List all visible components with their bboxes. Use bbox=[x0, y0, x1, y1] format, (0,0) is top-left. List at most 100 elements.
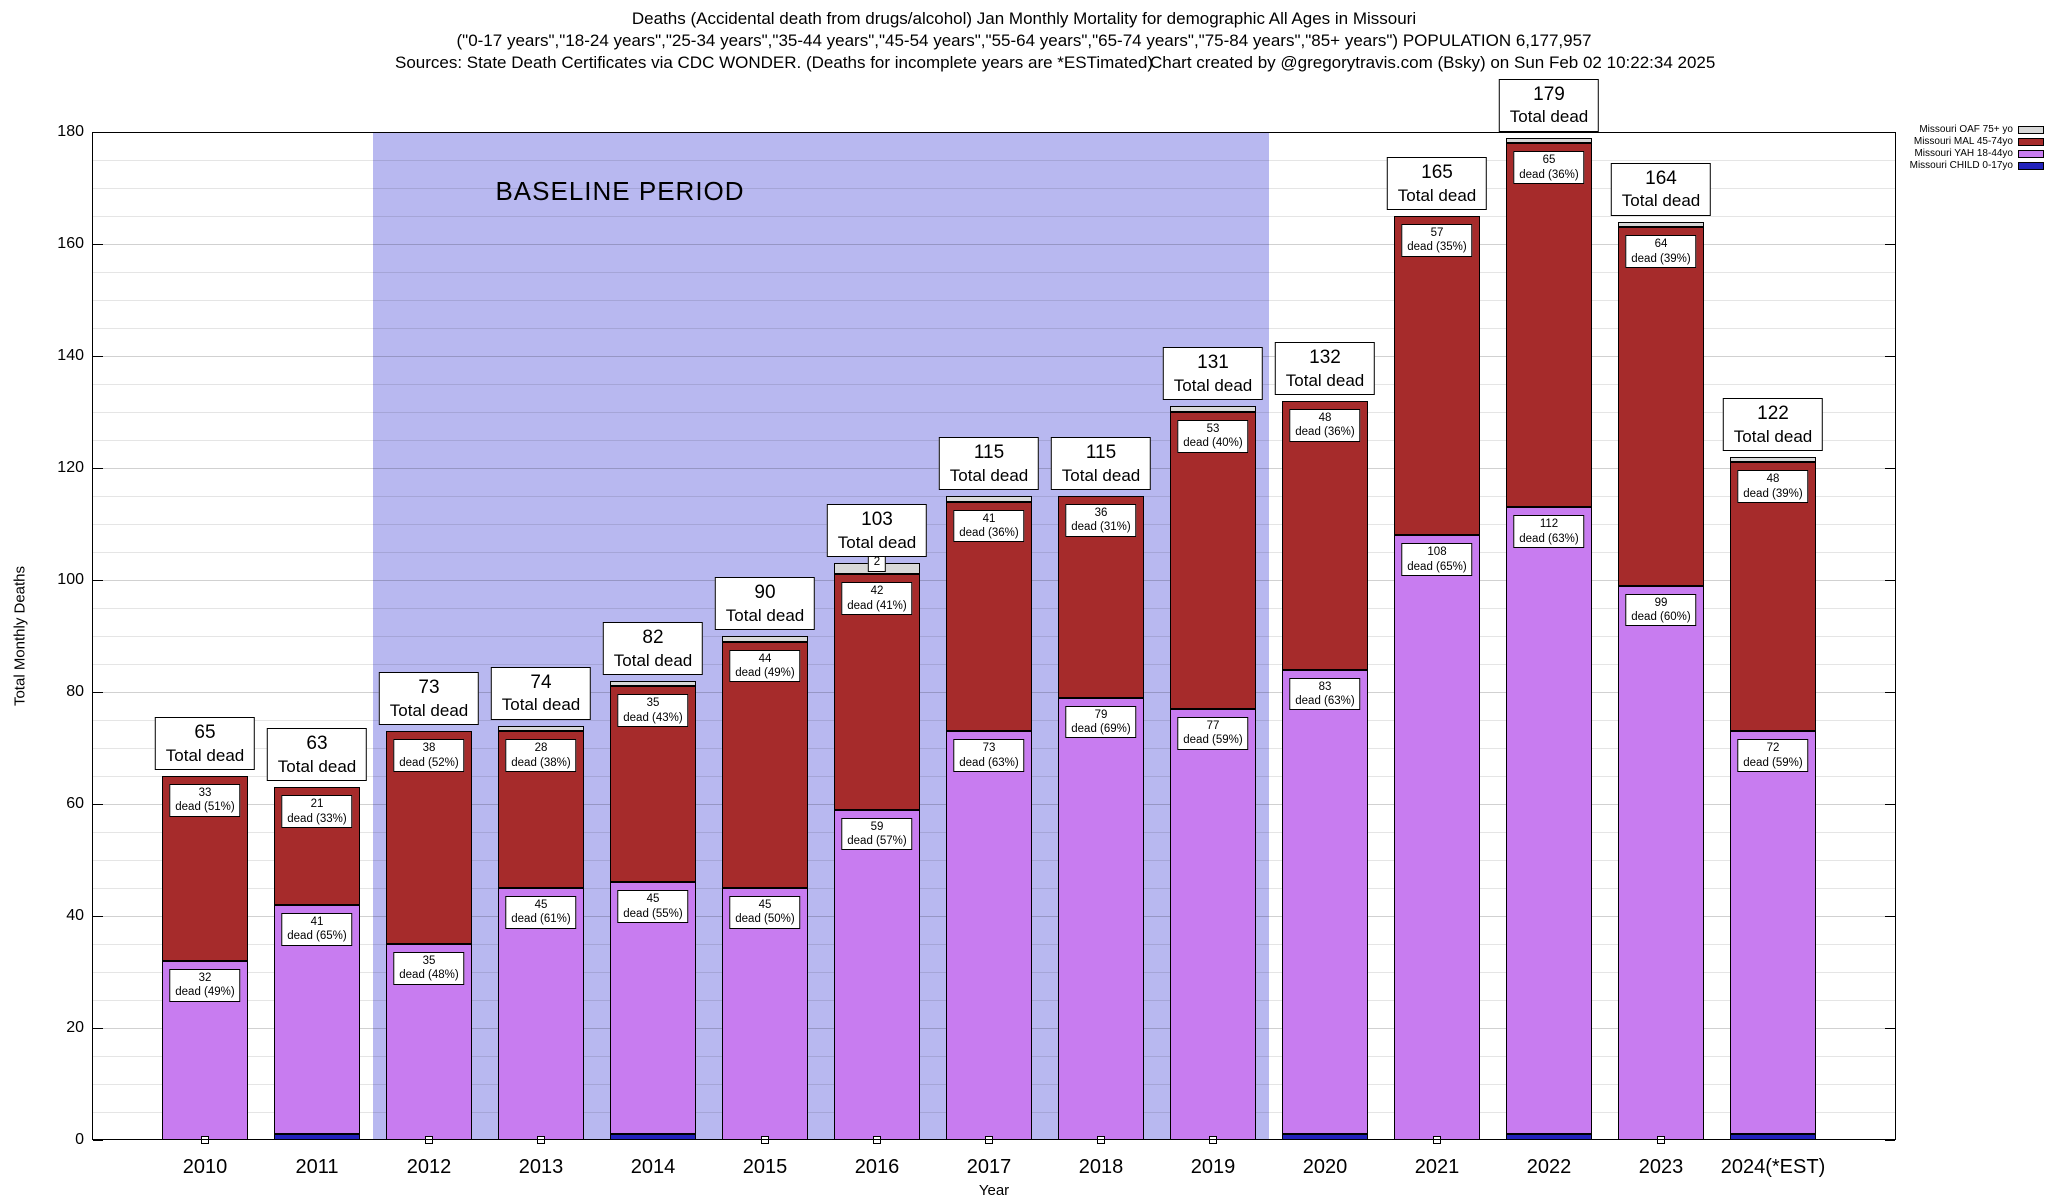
x-tick-label-2014: 2014 bbox=[630, 1156, 676, 1178]
bar-segment-child-2011 bbox=[274, 1134, 360, 1140]
zero-value-marker-2010 bbox=[201, 1136, 209, 1144]
segment-label-yah-2018: 79 dead (69%) bbox=[1065, 705, 1137, 739]
gridline bbox=[92, 188, 1896, 189]
total-dead-label-2012: 73 Total dead bbox=[378, 672, 480, 726]
bar-segment-yah-2019 bbox=[1170, 708, 1256, 1140]
y-tick-mark-right bbox=[1885, 244, 1895, 245]
y-tick-mark-right bbox=[1885, 692, 1895, 693]
total-dead-caption: Total dead bbox=[949, 465, 1029, 485]
y-tick-mark-right bbox=[1885, 916, 1895, 917]
zero-value-marker-2021 bbox=[1433, 1136, 1441, 1144]
gridline bbox=[92, 384, 1896, 385]
total-dead-caption: Total dead bbox=[1621, 191, 1701, 211]
bar-segment-mal-2024(*EST) bbox=[1730, 462, 1816, 732]
gridline bbox=[92, 412, 1896, 413]
chart-credit: Chart created by @gregorytravis.com (Bsk… bbox=[1150, 53, 1716, 72]
total-dead-caption: Total dead bbox=[1397, 185, 1477, 205]
segment-label-yah-2015: 45 dead (50%) bbox=[729, 896, 801, 929]
y-tick-label: 80 bbox=[66, 683, 84, 700]
zero-value-marker-2019 bbox=[1209, 1136, 1217, 1144]
bar-segment-yah-2013 bbox=[498, 888, 584, 1140]
total-dead-value: 103 bbox=[861, 509, 893, 531]
zero-value-marker-2023 bbox=[1657, 1136, 1665, 1144]
total-dead-label-2010: 65 Total dead bbox=[154, 717, 256, 770]
bar-segment-yah-2015 bbox=[722, 888, 808, 1140]
total-dead-value: 82 bbox=[642, 626, 664, 648]
bar-segment-yah-2024(*EST) bbox=[1730, 731, 1816, 1135]
bar-segment-child-2014 bbox=[610, 1134, 696, 1140]
y-tick-mark-right bbox=[1885, 804, 1895, 805]
bar-segment-oaf-2015 bbox=[722, 636, 808, 642]
y-tick-mark-left bbox=[93, 1140, 103, 1141]
y-tick-mark-right bbox=[1885, 1140, 1895, 1141]
segment-label-mal-2013: 28 dead (38%) bbox=[505, 739, 577, 772]
bar-segment-mal-2022 bbox=[1506, 143, 1592, 508]
segment-label-mal-2024(*EST): 48 dead (39%) bbox=[1737, 470, 1809, 504]
segment-label-mal-2011: 21 dead (33%) bbox=[281, 795, 353, 828]
zero-value-marker-2018 bbox=[1097, 1136, 1105, 1144]
y-tick-label: 160 bbox=[57, 235, 84, 252]
y-tick-label: 20 bbox=[66, 1019, 84, 1036]
total-dead-caption: Total dead bbox=[501, 695, 581, 715]
segment-label-yah-2016: 59 dead (57%) bbox=[841, 817, 913, 851]
total-dead-caption: Total dead bbox=[1285, 370, 1365, 390]
zero-value-marker-2015 bbox=[761, 1136, 769, 1144]
total-dead-caption: Total dead bbox=[1173, 376, 1253, 396]
x-tick-label-2024(*EST): 2024(*EST) bbox=[1720, 1156, 1826, 1178]
x-tick-label-2023: 2023 bbox=[1638, 1156, 1684, 1178]
legend-label: Missouri CHILD 0-17yo bbox=[1909, 160, 2013, 171]
total-dead-label-2015: 90 Total dead bbox=[714, 577, 816, 630]
legend-label: Missouri MAL 45-74yo bbox=[1913, 136, 2013, 147]
y-tick-label: 180 bbox=[57, 123, 84, 140]
bar-segment-yah-2021 bbox=[1394, 535, 1480, 1140]
total-dead-value: 132 bbox=[1309, 346, 1341, 368]
segment-label-mal-2023: 64 dead (39%) bbox=[1625, 235, 1697, 268]
bar-segment-yah-2018 bbox=[1058, 697, 1144, 1140]
x-tick-label-2010: 2010 bbox=[182, 1156, 228, 1178]
zero-value-marker-2012 bbox=[425, 1136, 433, 1144]
legend-swatch-icon bbox=[2018, 137, 2044, 146]
y-tick-mark-left bbox=[93, 356, 103, 357]
bar-segment-oaf-2017 bbox=[946, 496, 1032, 502]
total-dead-caption: Total dead bbox=[277, 756, 357, 776]
y-tick-mark-left bbox=[93, 692, 103, 693]
legend-swatch-icon bbox=[2018, 125, 2044, 134]
x-tick-label-2018: 2018 bbox=[1078, 1156, 1124, 1178]
total-dead-value: 74 bbox=[530, 671, 552, 693]
bar-segment-yah-2016 bbox=[834, 809, 920, 1140]
segment-label-yah-2014: 45 dead (55%) bbox=[617, 890, 689, 924]
bar-segment-yah-2022 bbox=[1506, 507, 1592, 1135]
bar-segment-oaf-2019 bbox=[1170, 406, 1256, 412]
legend-item-1: Missouri MAL 45-74yo bbox=[1910, 136, 2044, 147]
y-tick-mark-left bbox=[93, 1028, 103, 1029]
total-dead-value: 165 bbox=[1421, 162, 1453, 183]
chart-subtitle: ("0-17 years","18-24 years","25-34 years… bbox=[456, 31, 1592, 50]
x-tick-label-2016: 2016 bbox=[854, 1156, 900, 1178]
segment-label-yah-2023: 99 dead (60%) bbox=[1625, 593, 1697, 627]
total-dead-label-2024(*EST): 122 Total dead bbox=[1722, 397, 1824, 451]
total-dead-value: 73 bbox=[418, 677, 440, 699]
segment-label-mal-2015: 44 dead (49%) bbox=[729, 649, 801, 683]
chart-sources: Sources: State Death Certificates via CD… bbox=[395, 53, 1154, 72]
total-dead-caption: Total dead bbox=[1509, 107, 1589, 127]
x-tick-label-2019: 2019 bbox=[1190, 1156, 1236, 1178]
bar-segment-oaf-2023 bbox=[1618, 221, 1704, 228]
gridline bbox=[92, 300, 1896, 301]
legend-swatch-icon bbox=[2018, 149, 2044, 158]
y-tick-label: 100 bbox=[57, 571, 84, 588]
segment-label-yah-2020: 83 dead (63%) bbox=[1289, 677, 1361, 711]
segment-label-mal-2010: 33 dead (51%) bbox=[169, 784, 241, 817]
total-dead-value: 115 bbox=[973, 442, 1005, 463]
total-dead-value: 65 bbox=[194, 722, 216, 743]
bar-segment-yah-2014 bbox=[610, 882, 696, 1135]
segment-label-mal-2017: 41 dead (36%) bbox=[953, 509, 1025, 543]
bar-segment-yah-2017 bbox=[946, 731, 1032, 1140]
y-tick-mark-right bbox=[1885, 356, 1895, 357]
total-dead-label-2022: 179 Total dead bbox=[1498, 78, 1600, 132]
legend-item-0: Missouri OAF 75+ yo bbox=[1910, 124, 2044, 135]
zero-value-marker-2016 bbox=[873, 1136, 881, 1144]
x-tick-label-2021: 2021 bbox=[1414, 1156, 1460, 1178]
total-dead-label-2014: 82 Total dead bbox=[602, 621, 704, 675]
total-dead-caption: Total dead bbox=[837, 532, 917, 552]
baseline-period-label: BASELINE PERIOD bbox=[495, 176, 745, 206]
